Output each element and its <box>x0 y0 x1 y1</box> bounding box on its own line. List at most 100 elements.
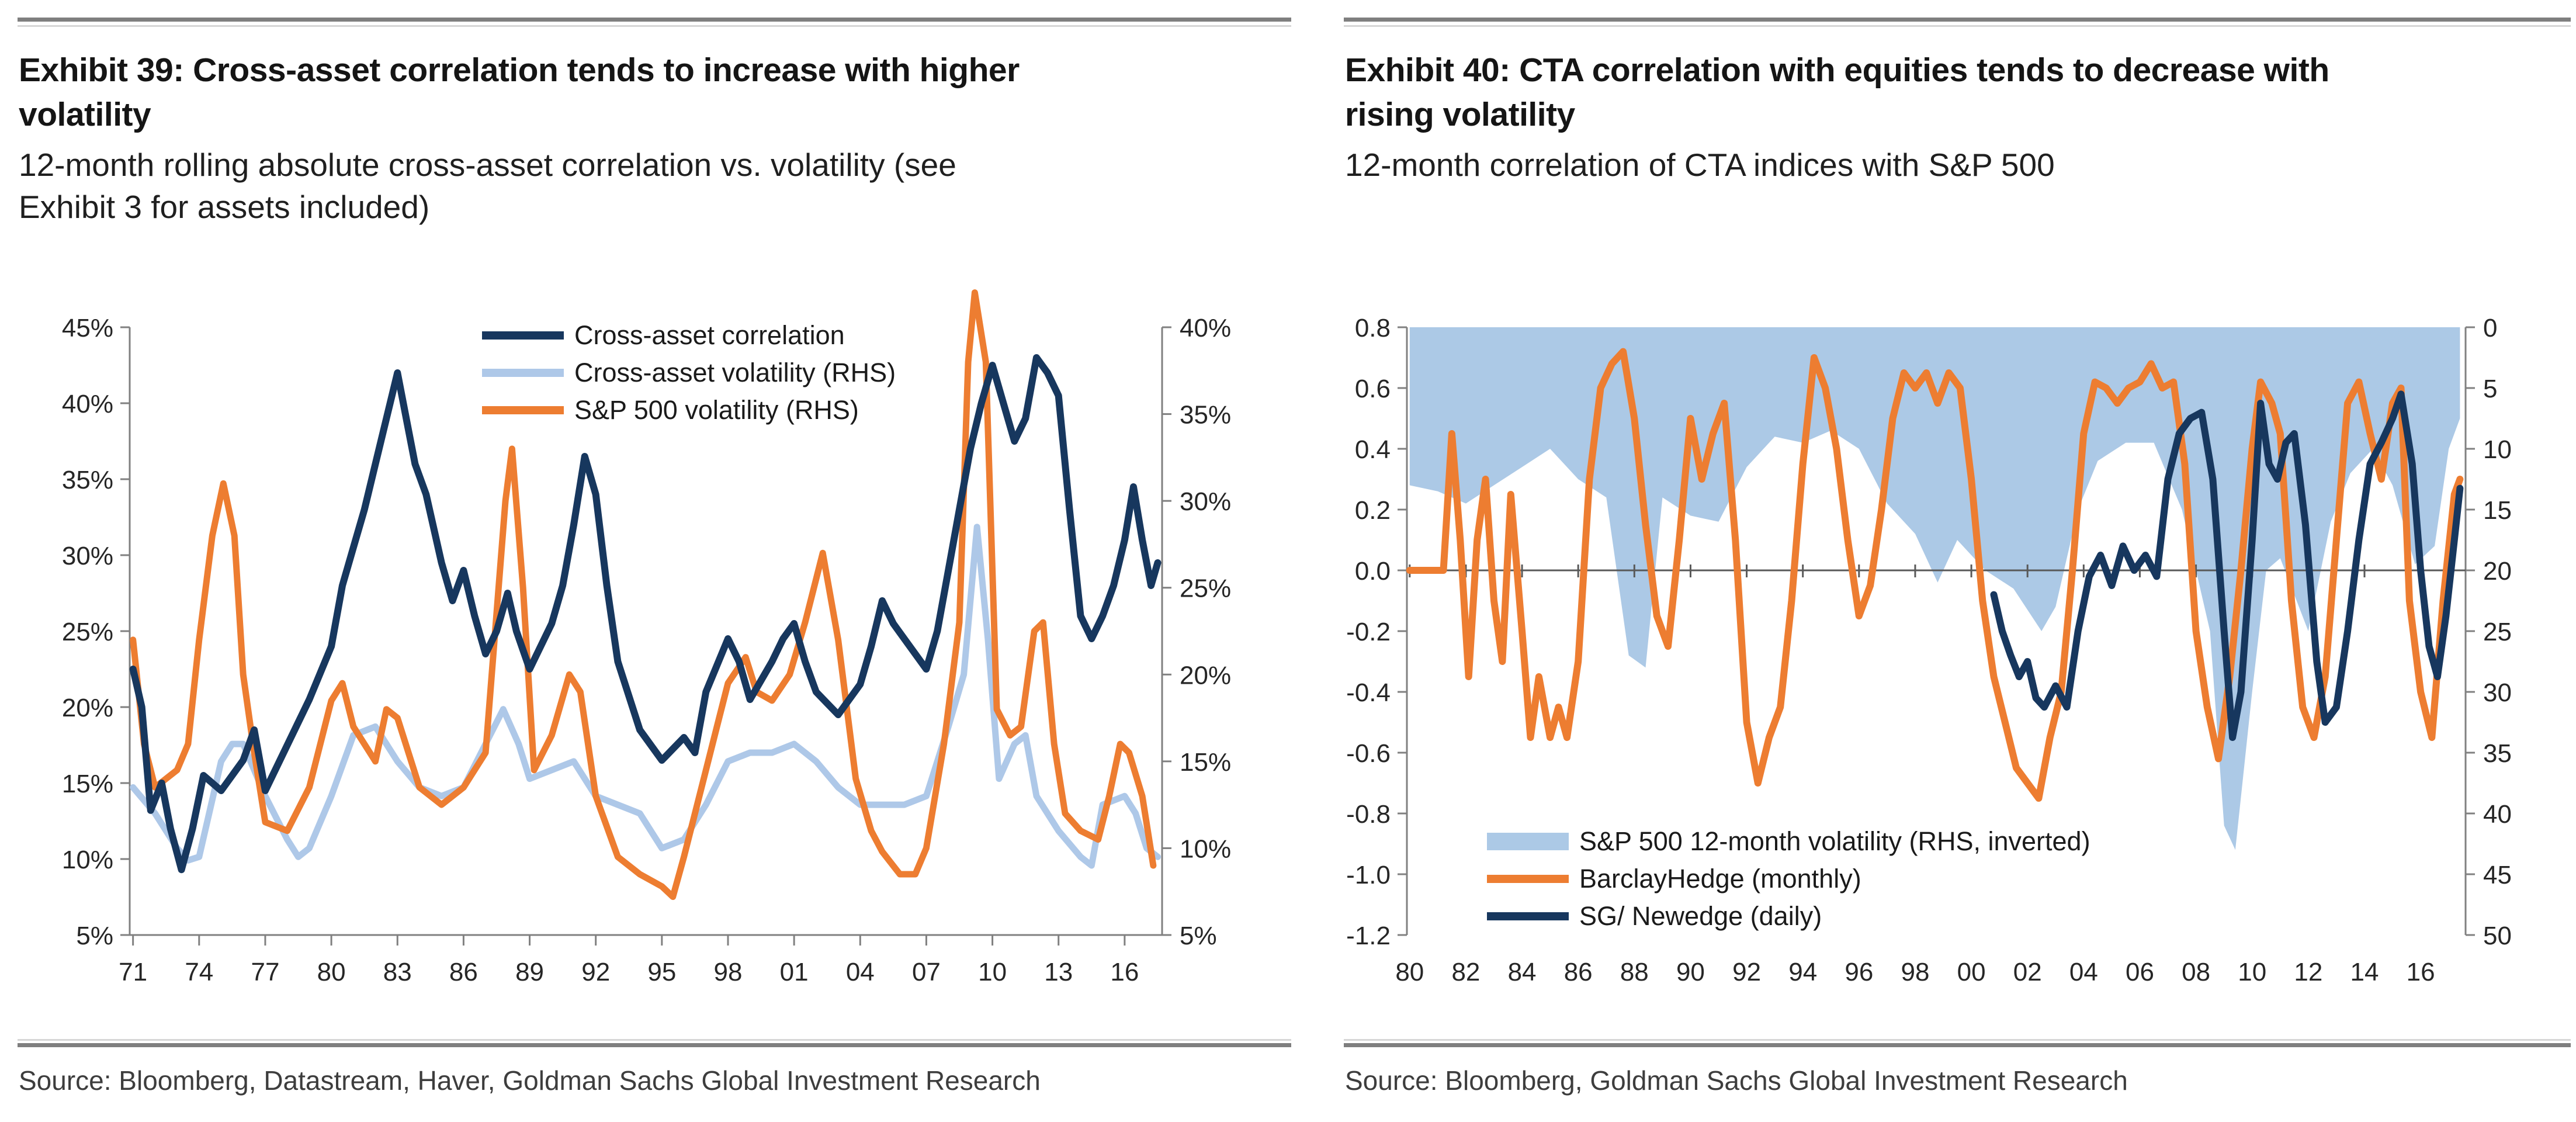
cta-correlation-chart: 0.8 0.6 0.4 0.2 0.0 -0.2 -0.4 -0.6 -0.8 -1.0 -1.2 0… <box>1346 314 2512 986</box>
line-series <box>1990 390 2464 741</box>
legend-item: Cross-asset volatility (RHS) <box>482 354 896 392</box>
right-axis-tick-label: 25 <box>2483 618 2512 646</box>
legend-item: Cross-asset correlation <box>482 317 896 354</box>
left-axis-tick-label: -0.4 <box>1346 678 1391 707</box>
exhibit-39-subtitle: 12-month rolling absolute cross-asset co… <box>19 144 956 228</box>
legend-item: S&P 500 12-month volatility (RHS, invert… <box>1487 823 2090 860</box>
x-axis-tick-label: 80 <box>317 958 346 986</box>
right-axis-tick-label: 15% <box>1180 748 1231 777</box>
x-axis-tick-label: 16 <box>2407 958 2435 986</box>
left-axis-tick-label: 5% <box>76 922 113 950</box>
x-axis-tick-label: 07 <box>912 958 941 986</box>
line-series <box>130 524 1161 869</box>
cross-asset-correlation-chart: 45% 40% 35% 30% 25% 20% 15% 10% 5% 40% 35% 30% 25% 20… <box>62 289 1231 986</box>
legend-line-swatch <box>482 331 564 340</box>
x-axis-tick-label: 86 <box>449 958 478 986</box>
title-line-2: volatility <box>19 96 151 133</box>
left-axis-tick-label: 10% <box>62 846 113 874</box>
right-axis-tick-label: 20% <box>1180 661 1231 690</box>
left-axis-tick-label: -1.0 <box>1346 861 1391 889</box>
exhibit-39-panel: Exhibit 39: Cross-asset correlation tend… <box>18 0 1291 1122</box>
panel-top-rule <box>1344 18 2571 22</box>
title-line-1: Exhibit 39: Cross-asset correlation tend… <box>19 51 1020 89</box>
left-axis-tick-label: 15% <box>62 770 113 798</box>
x-axis-tick-label: 92 <box>1732 958 1761 986</box>
subtitle-line-1: 12-month rolling absolute cross-asset co… <box>19 147 956 183</box>
right-axis-tick-label: 40% <box>1180 314 1231 342</box>
left-axis-tick-label: 0.4 <box>1355 435 1391 464</box>
left-axis-tick-label: 35% <box>62 466 113 494</box>
panel-bottom-rule-light <box>1344 1039 2571 1041</box>
x-axis-tick-label: 92 <box>581 958 610 986</box>
left-axis-tick-label: -1.2 <box>1346 922 1391 950</box>
x-axis-tick-label: 10 <box>978 958 1007 986</box>
right-axis-tick-label: 5% <box>1180 922 1217 950</box>
subtitle-line-1: 12-month correlation of CTA indices with… <box>1345 147 2055 183</box>
right-axis-tick-label: 25% <box>1180 574 1231 603</box>
right-axis-tick-label: 50 <box>2483 922 2512 950</box>
legend-item-label: Cross-asset correlation <box>574 320 845 350</box>
left-axis-tick-label: 25% <box>62 618 113 646</box>
x-axis-tick-label: 12 <box>2294 958 2322 986</box>
x-axis-tick-label: 82 <box>1451 958 1480 986</box>
right-axis-tick-label: 15 <box>2483 496 2512 525</box>
line-series <box>1406 348 2464 802</box>
x-axis-tick-label: 08 <box>2182 958 2210 986</box>
x-axis-tick-label: 04 <box>2069 958 2098 986</box>
x-axis-tick-label: 83 <box>383 958 412 986</box>
x-axis-tick-label: 98 <box>714 958 743 986</box>
area-series <box>1409 327 2460 850</box>
line-series <box>130 289 1157 901</box>
legend-item-label: BarclayHedge (monthly) <box>1579 864 1861 894</box>
right-axis-tick-label: 10 <box>2483 435 2512 464</box>
legend-item: BarclayHedge (monthly) <box>1487 860 2090 898</box>
left-axis-tick-label: 0.0 <box>1355 557 1391 586</box>
x-axis-tick-label: 96 <box>1845 958 1873 986</box>
x-axis-tick-label: 98 <box>1901 958 1929 986</box>
x-axis-tick-label: 02 <box>2013 958 2042 986</box>
left-axis-tick-label: 0.2 <box>1355 496 1391 525</box>
chart-legend: Cross-asset correlation Cross-asset volat… <box>482 317 896 429</box>
left-axis-tick-label: 20% <box>62 694 113 722</box>
left-axis-tick-label: -0.8 <box>1346 800 1391 829</box>
x-axis-tick-label: 01 <box>780 958 809 986</box>
right-axis-tick-label: 35 <box>2483 739 2512 768</box>
title-line-2: rising volatility <box>1345 96 1575 133</box>
x-axis-tick-label: 88 <box>1620 958 1649 986</box>
title-line-1: Exhibit 40: CTA correlation with equitie… <box>1345 51 2329 89</box>
left-axis-tick-label: 30% <box>62 542 113 570</box>
x-axis-tick-label: 74 <box>185 958 213 986</box>
panel-top-rule <box>18 18 1291 22</box>
x-axis-tick-label: 94 <box>1788 958 1817 986</box>
x-axis-tick-label: 06 <box>2126 958 2154 986</box>
right-axis-tick-label: 30% <box>1180 487 1231 516</box>
right-axis-tick-label: 0 <box>2483 314 2497 342</box>
exhibit-40-title: Exhibit 40: CTA correlation with equitie… <box>1345 48 2329 137</box>
x-axis-tick-label: 16 <box>1110 958 1139 986</box>
exhibit-40-subtitle: 12-month correlation of CTA indices with… <box>1345 144 2055 186</box>
x-axis-tick-label: 71 <box>119 958 147 986</box>
right-axis-tick-label: 5 <box>2483 375 2497 403</box>
x-axis-tick-label: 84 <box>1508 958 1537 986</box>
x-axis-tick-label: 95 <box>647 958 676 986</box>
legend-item: S&P 500 volatility (RHS) <box>482 392 896 429</box>
left-axis-tick-label: -0.6 <box>1346 739 1391 768</box>
x-axis-tick-label: 90 <box>1676 958 1705 986</box>
legend-line-swatch <box>1487 875 1569 883</box>
left-axis-tick-label: 0.6 <box>1355 375 1391 403</box>
left-axis-tick-label: -0.2 <box>1346 618 1391 646</box>
x-axis-tick-label: 13 <box>1044 958 1073 986</box>
x-axis-tick-label: 14 <box>2350 958 2379 986</box>
right-axis-tick-label: 20 <box>2483 557 2512 586</box>
x-axis-tick-label: 77 <box>251 958 279 986</box>
left-axis-tick-label: 0.8 <box>1355 314 1391 342</box>
x-axis-tick-label: 00 <box>1957 958 1986 986</box>
legend-line-swatch <box>482 369 564 377</box>
chart-legend: S&P 500 12-month volatility (RHS, invert… <box>1487 823 2090 935</box>
panel-bottom-rule <box>18 1043 1291 1047</box>
x-axis-tick-label: 80 <box>1395 958 1424 986</box>
legend-item-label: Cross-asset volatility (RHS) <box>574 358 896 387</box>
legend-item-label: S&P 500 12-month volatility (RHS, invert… <box>1579 826 2090 856</box>
right-axis-tick-label: 40 <box>2483 800 2512 829</box>
